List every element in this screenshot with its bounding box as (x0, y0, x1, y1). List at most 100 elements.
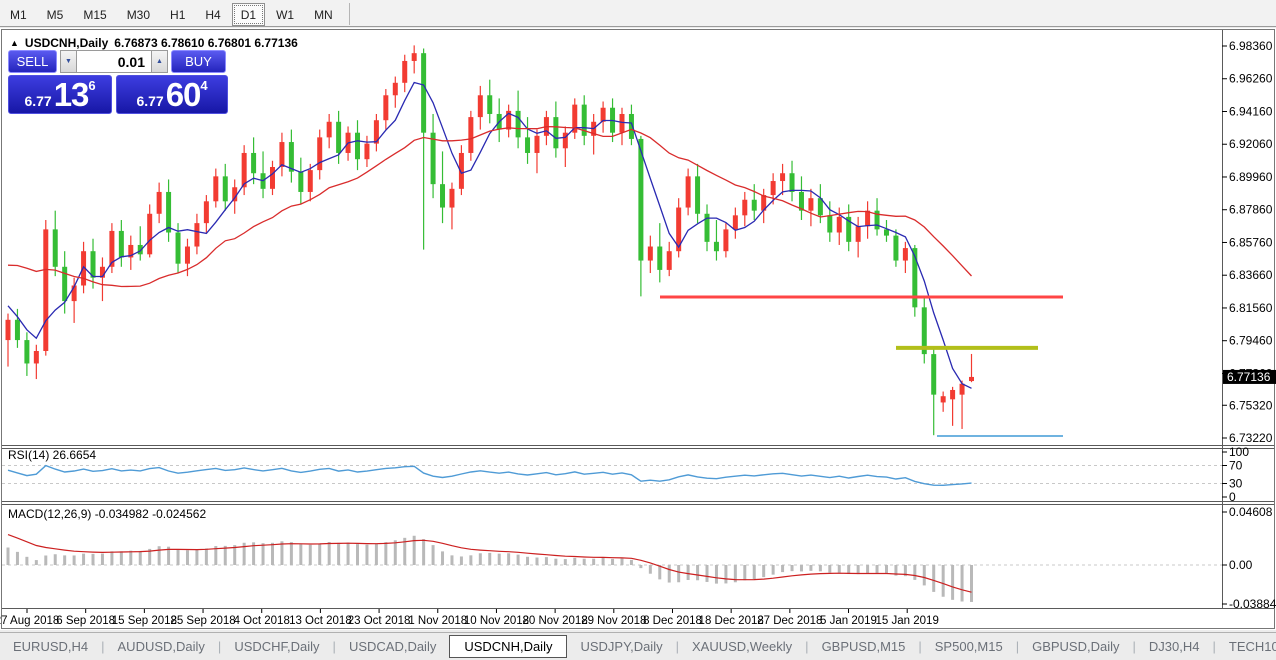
tab-sp500-m15[interactable]: SP500,M15 (934, 638, 1003, 654)
candle-body (685, 176, 691, 208)
current-price-label: 6.77136 (1227, 370, 1271, 384)
candle-body (676, 207, 682, 252)
date-tick-label: 27 Dec 2018 (757, 615, 822, 627)
candle-body (137, 244, 143, 255)
tab-divider: | (1212, 638, 1216, 654)
candle-body (279, 142, 285, 167)
macd-signal-line (7, 534, 972, 593)
tab-dj30-h4[interactable]: DJ30,H4 (1148, 638, 1200, 654)
candle-body (950, 389, 956, 400)
candle-body (71, 285, 77, 302)
candle-body (638, 138, 644, 261)
candle-body (751, 199, 757, 211)
lot-size-input[interactable] (77, 50, 151, 73)
chart-background[interactable] (0, 28, 1276, 630)
candle-body (232, 187, 238, 202)
timeframe-button-h1[interactable]: H1 (170, 7, 186, 22)
candle-body (487, 95, 493, 114)
tab-divider: | (805, 638, 809, 654)
candle-body (657, 246, 663, 270)
date-tick-label: 1 Nov 2018 (408, 615, 467, 627)
rsi-tick-label: 70 (1229, 459, 1243, 473)
tab-usdchf-daily[interactable]: USDCHF,Daily (234, 638, 320, 654)
candle-body (893, 235, 899, 261)
tab-gbpusd-daily[interactable]: GBPUSD,Daily (1032, 638, 1120, 654)
timeframe-button-d1[interactable]: D1 (231, 2, 266, 26)
candle-body (194, 223, 200, 247)
timeframe-button-m15[interactable]: M15 (83, 7, 107, 22)
price-tick-label: 6.96260 (1229, 72, 1273, 86)
rsi-tick-label: 30 (1229, 477, 1243, 491)
price-chart-svg[interactable]: 6.98360 6.96260 6.94160 6.92060 6.89960 6.878… (0, 28, 1276, 630)
candle-body (883, 229, 889, 236)
candle-body (241, 152, 247, 188)
candle-body (780, 173, 786, 182)
candle-body (307, 170, 313, 192)
buy-button[interactable]: BUY (171, 50, 226, 73)
date-tick-label: 13 Oct 2018 (289, 615, 352, 627)
candle-body (581, 104, 587, 136)
price-tick-label: 6.94160 (1229, 104, 1273, 118)
candle-body (940, 396, 946, 403)
tab-gbpusd-m15[interactable]: GBPUSD,M15 (821, 638, 906, 654)
rsi-tick-label: 100 (1229, 445, 1249, 459)
tab-usdjpy-daily[interactable]: USDJPY,Daily (580, 638, 663, 654)
rsi-tick-label: 0 (1229, 490, 1236, 504)
candle-body (109, 230, 115, 267)
candle-body (440, 184, 446, 208)
candle-body (166, 191, 172, 233)
candle-body (902, 248, 908, 261)
sell-price-display[interactable]: 6.77 13 6 (8, 75, 113, 114)
date-tick-label: 23 Oct 2018 (348, 615, 411, 627)
tab-audusd-daily[interactable]: AUDUSD,Daily (117, 638, 205, 654)
timeframe-button-h4[interactable]: H4 (205, 7, 221, 22)
candle-body (430, 132, 436, 185)
candle-body (411, 53, 417, 61)
sell-button[interactable]: SELL (8, 50, 57, 73)
timeframe-button-mn[interactable]: MN (314, 7, 333, 22)
timeframe-button-w1[interactable]: W1 (276, 7, 295, 22)
rsi-label: RSI(14) 26.6654 (8, 448, 96, 462)
candle-body (855, 226, 861, 242)
candle-body (213, 176, 219, 202)
tab-divider: | (675, 638, 679, 654)
price-tick-label: 6.98360 (1229, 39, 1273, 53)
tab-tech100-h1[interactable]: TECH100,H1 (1228, 638, 1276, 654)
timeframe-button-m5[interactable]: M5 (46, 7, 64, 22)
buy-price-display[interactable]: 6.77 60 4 (116, 75, 228, 114)
candle-body (147, 213, 153, 255)
candle-body (326, 121, 332, 138)
tab-xauusd-weekly[interactable]: XAUUSD,Weekly (691, 638, 793, 654)
candle-body (572, 104, 578, 133)
candle-body (921, 307, 927, 355)
tab-usdcnh-daily[interactable]: USDCNH,Daily (449, 634, 568, 658)
date-tick-label: 20 Nov 2018 (523, 615, 588, 627)
date-tick-label: 10 Nov 2018 (464, 615, 529, 627)
tab-usdcad-daily[interactable]: USDCAD,Daily (348, 638, 437, 654)
candle-body (525, 137, 531, 153)
candle-body (128, 244, 134, 258)
buy-price-sup: 4 (200, 78, 208, 93)
timeframe-button-m30[interactable]: M30 (126, 7, 151, 22)
macd-tick-label: -0.038842 (1229, 597, 1276, 611)
candle-body (770, 181, 776, 196)
chart-tabs-bar: EURUSD,H4 | AUDUSD,Daily | USDCHF,Daily | USDC… (0, 632, 1276, 659)
candle-body (742, 199, 748, 216)
tab-eurusd-h4[interactable]: EURUSD,H4 (13, 638, 89, 654)
macd-label: MACD(12,26,9) -0.034982 -0.024562 (8, 507, 206, 521)
candle-body (336, 121, 342, 153)
candle-body (704, 213, 710, 242)
tab-divider: | (1132, 638, 1136, 654)
candle-body (184, 246, 190, 264)
timeframe-button-m1[interactable]: M1 (10, 7, 27, 22)
collapse-chart-icon[interactable]: ▲ (10, 38, 19, 48)
symbol-title: USDCNH,Daily (24, 36, 109, 50)
candle-body (468, 117, 474, 153)
candle-body (383, 95, 389, 121)
lot-increase-button[interactable]: ▲ (151, 50, 168, 73)
date-tick-label: 5 Jan 2019 (820, 615, 877, 627)
lot-decrease-button[interactable]: ▼ (60, 50, 77, 73)
candle-body (846, 216, 852, 242)
candle-body (515, 110, 521, 138)
candle-body (43, 229, 49, 351)
